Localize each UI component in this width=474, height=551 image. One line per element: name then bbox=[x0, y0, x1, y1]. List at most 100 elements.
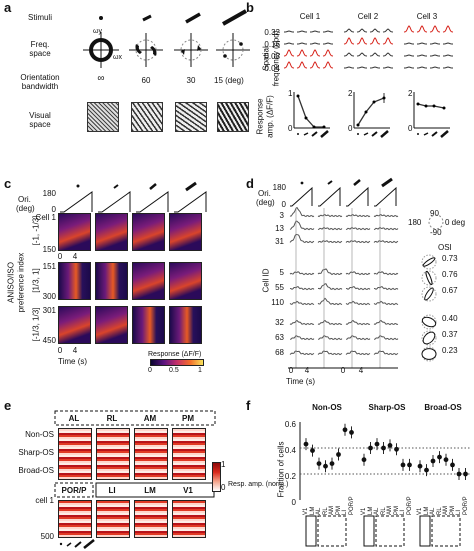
d-xtick-4b: 4 bbox=[358, 366, 364, 375]
bandwidth-15: 15 (deg) bbox=[214, 76, 244, 85]
tuning-trace bbox=[296, 49, 308, 57]
tuning-trace bbox=[430, 66, 440, 69]
tuning-trace bbox=[404, 54, 414, 57]
d-orientation-ramps bbox=[290, 177, 397, 207]
bandwidth-60: 60 bbox=[141, 76, 151, 85]
d-cell-13: 13 bbox=[275, 224, 284, 233]
f-data-point bbox=[463, 471, 468, 477]
tuning-trace bbox=[284, 42, 294, 45]
heatmap-g3-c bbox=[132, 306, 165, 344]
c-xlabel: Time (s) bbox=[58, 357, 88, 366]
tuning-trace bbox=[383, 66, 393, 69]
freq-tick-3: 0.04 bbox=[264, 64, 280, 73]
panel-label-c: c bbox=[4, 176, 12, 191]
c-g3-range: [-1/3, 1/3] bbox=[31, 307, 41, 342]
visual-texture-1 bbox=[87, 102, 119, 132]
response-trace bbox=[289, 286, 315, 291]
response-trace bbox=[289, 233, 315, 244]
c-g1-bottom: 150 bbox=[42, 245, 56, 254]
response-trace bbox=[345, 300, 371, 306]
tuning-trace bbox=[309, 61, 321, 69]
tuning-trace bbox=[322, 49, 334, 57]
heatmap-g2-a bbox=[58, 262, 91, 300]
tuning-trace bbox=[404, 42, 414, 45]
resp-tick-c2-top: 2 bbox=[348, 89, 353, 98]
f-data-point bbox=[368, 445, 373, 451]
heatmap-g2-d bbox=[169, 262, 202, 300]
tuning-trace bbox=[297, 42, 307, 45]
response-trace bbox=[345, 214, 371, 218]
tuning-trace bbox=[310, 42, 320, 45]
f-data-point bbox=[310, 448, 315, 453]
omega-x-label: ωx bbox=[113, 54, 122, 61]
tuning-trace bbox=[297, 30, 307, 33]
e-cbar-tick-1: 1 bbox=[221, 460, 226, 469]
e-heatmap-AM bbox=[134, 428, 168, 480]
response-trace bbox=[373, 319, 399, 326]
response-trace bbox=[373, 240, 399, 244]
tuning-trace bbox=[322, 61, 334, 69]
response-trace bbox=[373, 214, 399, 218]
tuning-trace bbox=[369, 52, 381, 57]
tuning-trace bbox=[357, 66, 367, 69]
tuning-trace bbox=[323, 42, 333, 45]
osi-val-4: 0.37 bbox=[442, 330, 458, 339]
polar-legend-circle bbox=[428, 214, 444, 230]
tuning-trace bbox=[382, 28, 394, 33]
tuning-trace bbox=[417, 42, 427, 45]
f-data-point bbox=[437, 454, 442, 460]
response-ylabel-1: Response bbox=[255, 98, 265, 135]
e-heatmap-LM bbox=[134, 500, 168, 538]
resp-tick-c2-bottom: 0 bbox=[348, 124, 353, 133]
osi-val-3: 0.40 bbox=[442, 314, 458, 323]
f-area-label: POR/P bbox=[406, 496, 413, 515]
tuning-trace bbox=[430, 42, 440, 45]
tuning-trace bbox=[442, 25, 454, 33]
heatmap-g1-d bbox=[169, 213, 202, 251]
tuning-trace bbox=[443, 42, 453, 45]
polar-tuning bbox=[421, 316, 437, 328]
response-trace bbox=[373, 334, 399, 341]
response-trace bbox=[289, 271, 315, 276]
freq-tick-0: 0.32 bbox=[264, 28, 280, 37]
c-g2-bottom: 300 bbox=[42, 292, 56, 301]
polar-reference bbox=[421, 254, 437, 270]
response-trace bbox=[317, 214, 343, 218]
c-cbar-tick-05: 0.5 bbox=[169, 367, 179, 374]
panel-label-a: a bbox=[4, 0, 12, 15]
f-data-point bbox=[303, 441, 309, 447]
resp-tick-c1-top: 1 bbox=[288, 89, 293, 98]
e-area-POR: POR/P bbox=[61, 486, 87, 495]
c-cbar-tick-0: 0 bbox=[148, 367, 152, 374]
response-trace bbox=[289, 319, 315, 326]
tuning-trace bbox=[343, 37, 355, 45]
heatmap-g2-b bbox=[95, 262, 128, 300]
f-data-point bbox=[430, 458, 436, 464]
tuning-trace bbox=[344, 66, 354, 69]
f-data-point bbox=[387, 443, 393, 448]
heatmap-g3-b bbox=[95, 306, 128, 344]
tuning-trace bbox=[369, 37, 381, 45]
heatmap-g2-c bbox=[132, 262, 165, 300]
tuning-trace bbox=[323, 30, 333, 33]
d-cell-5: 5 bbox=[279, 268, 284, 277]
visual-texture-4 bbox=[217, 102, 249, 132]
response-trace bbox=[289, 206, 315, 218]
stimulus-icons bbox=[99, 9, 247, 26]
e-colorbar bbox=[212, 462, 221, 492]
f-data-point bbox=[450, 462, 455, 468]
tuning-trace bbox=[429, 25, 441, 33]
row-label-visual: Visual bbox=[29, 111, 51, 120]
e-cell-500: 500 bbox=[40, 532, 54, 541]
tuning-trace bbox=[403, 25, 415, 33]
d-xtick-0: 0 bbox=[288, 366, 294, 375]
polar-reference bbox=[421, 286, 437, 302]
e-cell-1: cell 1 bbox=[35, 496, 54, 505]
osi-val-2: 0.67 bbox=[442, 286, 458, 295]
cell-3-title: Cell 3 bbox=[416, 12, 438, 21]
c-xtick-4-bottom: 4 bbox=[72, 346, 78, 355]
tuning-trace bbox=[309, 49, 321, 57]
c-ylabel-2: preference index bbox=[16, 252, 26, 313]
tuning-trace bbox=[382, 52, 394, 57]
response-trace bbox=[317, 297, 343, 306]
